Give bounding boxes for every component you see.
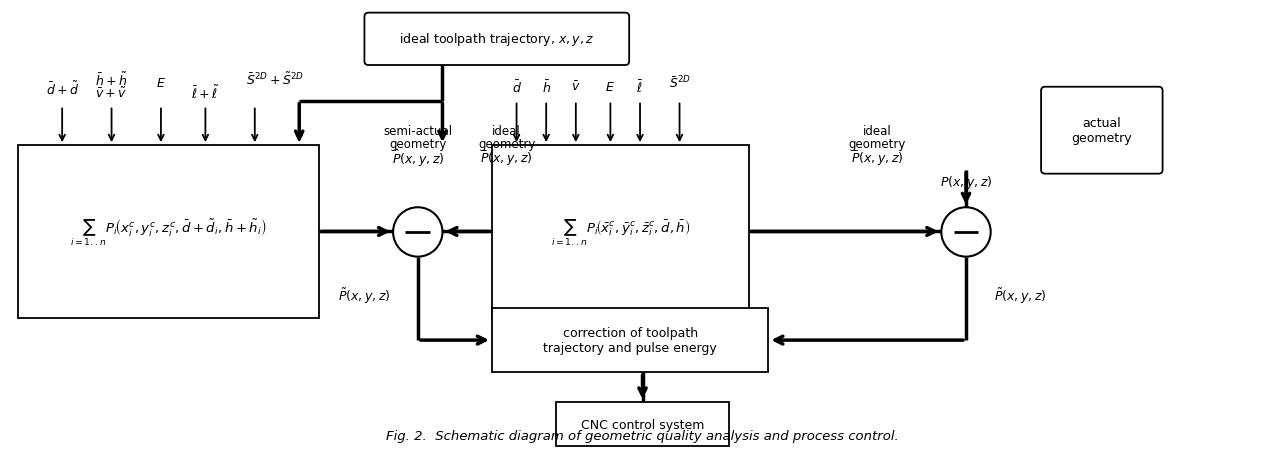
Text: ideal: ideal [492,124,520,137]
Text: actual
geometry: actual geometry [1072,117,1132,145]
FancyBboxPatch shape [492,146,749,318]
Text: $\bar{P}(x,y,z)$: $\bar{P}(x,y,z)$ [851,149,903,168]
Text: $\bar{\ell}$: $\bar{\ell}$ [636,79,644,96]
Text: Fig. 2.  Schematic diagram of geometric quality analysis and process control.: Fig. 2. Schematic diagram of geometric q… [386,430,900,442]
Text: $\hat{P}(x,y,z)$: $\hat{P}(x,y,z)$ [392,148,445,169]
FancyBboxPatch shape [492,308,768,372]
Text: $\bar{P}(x,y,z)$: $\bar{P}(x,y,z)$ [481,149,533,168]
FancyBboxPatch shape [18,146,319,318]
Text: ideal: ideal [862,124,892,137]
Text: $E$: $E$ [155,77,166,90]
FancyBboxPatch shape [1041,87,1163,174]
Text: $\bar{d}+\tilde{d}$: $\bar{d}+\tilde{d}$ [45,81,78,98]
FancyBboxPatch shape [365,14,630,66]
Text: correction of toolpath
trajectory and pulse energy: correction of toolpath trajectory and pu… [544,326,717,354]
Text: $\sum_{i=1..n} P_i\!\left(\bar{x}_i^c, \bar{y}_i^c, \bar{z}_i^c, \bar{d}, \bar{h: $\sum_{i=1..n} P_i\!\left(\bar{x}_i^c, \… [550,217,690,247]
Text: $\tilde{P}(x,y,z)$: $\tilde{P}(x,y,z)$ [338,286,391,305]
Text: ideal toolpath trajectory, $x,y,z$: ideal toolpath trajectory, $x,y,z$ [400,31,595,48]
Text: geometry: geometry [389,137,446,150]
Circle shape [393,208,442,257]
Text: $\bar{h}+\tilde{h}$: $\bar{h}+\tilde{h}$ [95,71,127,88]
Text: geometry: geometry [848,137,906,150]
Text: geometry: geometry [478,137,536,150]
Text: $\bar{h}$: $\bar{h}$ [542,79,551,96]
Text: $P(x,y,z)$: $P(x,y,z)$ [939,174,992,191]
Text: semi-actual: semi-actual [383,124,452,137]
Text: $\bar{d}$: $\bar{d}$ [511,79,522,96]
Text: $\bar{v}$: $\bar{v}$ [571,81,581,94]
Text: $\bar{S}^{2D}+\tilde{S}^{2D}$: $\bar{S}^{2D}+\tilde{S}^{2D}$ [245,71,303,88]
Text: $\bar{\ell}+\tilde{\ell}$: $\bar{\ell}+\tilde{\ell}$ [191,85,220,102]
Text: $\tilde{P}(x,y,z)$: $\tilde{P}(x,y,z)$ [993,286,1046,305]
Circle shape [942,208,991,257]
Text: $\sum_{i=1..n} P_i\!\left(x_i^c, y_i^c, z_i^c, \bar{d}+\tilde{d}_i, \bar{h}+\til: $\sum_{i=1..n} P_i\!\left(x_i^c, y_i^c, … [69,217,267,248]
Text: $E$: $E$ [605,81,616,94]
Text: CNC control system: CNC control system [581,418,704,430]
Text: $\bar{v}+\tilde{v}$: $\bar{v}+\tilde{v}$ [95,86,127,101]
FancyBboxPatch shape [556,402,729,446]
Text: $\bar{S}^{2D}$: $\bar{S}^{2D}$ [668,76,690,92]
